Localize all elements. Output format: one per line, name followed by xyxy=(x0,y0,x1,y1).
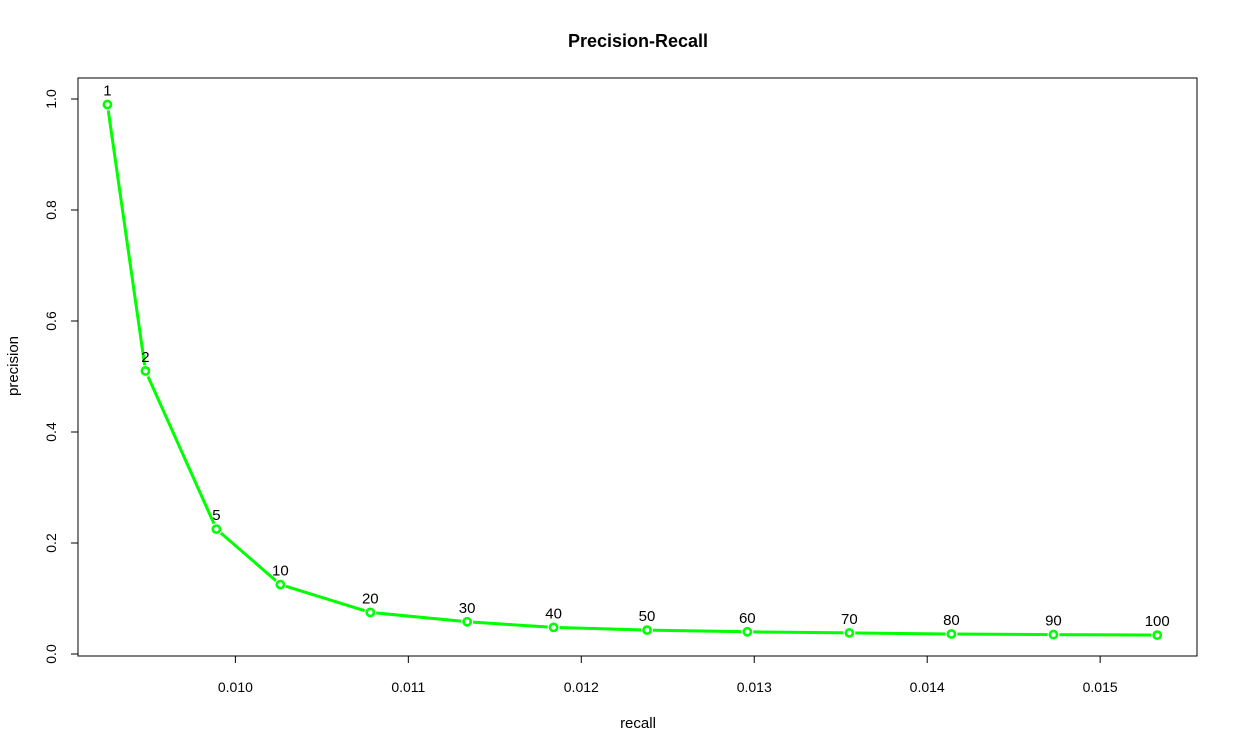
data-point-label: 5 xyxy=(212,507,220,524)
data-point xyxy=(642,625,652,636)
y-tick-label: 1.0 xyxy=(43,89,59,109)
data-point-label: 70 xyxy=(841,611,858,628)
chart-title: Precision-Recall xyxy=(568,31,708,51)
series-line xyxy=(105,104,1158,637)
data-point-label: 80 xyxy=(943,612,960,629)
x-tick-label: 0.015 xyxy=(1083,679,1118,695)
data-point-label: 100 xyxy=(1145,613,1170,630)
series-precision: 1 2 5 10 20 30 40 50 60 70 80 90 100 xyxy=(101,83,1170,642)
x-tick-label: 0.010 xyxy=(218,679,253,695)
data-point-label: 50 xyxy=(639,608,656,625)
data-point-label: 20 xyxy=(362,590,379,607)
data-point-label: 90 xyxy=(1045,613,1062,630)
x-tick-label: 0.013 xyxy=(737,679,772,695)
data-point xyxy=(275,579,286,590)
data-point xyxy=(462,616,473,627)
data-point-label: 40 xyxy=(545,605,562,622)
y-tick-label: 0.0 xyxy=(43,644,59,664)
y-tick-label: 0.6 xyxy=(43,311,59,331)
y-tick-label: 0.4 xyxy=(43,422,59,442)
data-point-label: 30 xyxy=(459,600,476,617)
data-point xyxy=(548,622,559,633)
data-point xyxy=(1048,629,1059,640)
data-point xyxy=(946,629,957,639)
data-point xyxy=(211,524,222,535)
x-tick-label: 0.014 xyxy=(910,679,945,695)
data-point-label: 2 xyxy=(141,349,149,366)
y-axis: 0.0 0.2 0.4 0.6 0.8 1.0 xyxy=(43,89,79,664)
x-axis: 0.010 0.011 0.012 0.013 0.014 0.015 xyxy=(218,655,1118,695)
data-point-label: 1 xyxy=(103,83,111,100)
y-tick-label: 0.2 xyxy=(43,533,59,553)
data-point xyxy=(742,626,753,637)
data-point xyxy=(844,628,855,638)
x-tick-label: 0.012 xyxy=(564,679,599,695)
data-point-label: 10 xyxy=(272,563,289,580)
plot-box xyxy=(77,77,1198,657)
y-tick-label: 0.8 xyxy=(43,200,59,220)
data-point xyxy=(102,99,113,110)
data-point xyxy=(365,607,376,618)
x-axis-label: recall xyxy=(620,715,656,732)
data-point-label: 60 xyxy=(739,610,756,627)
data-point xyxy=(140,366,151,376)
data-point xyxy=(1152,630,1163,641)
x-tick-label: 0.011 xyxy=(391,679,425,695)
y-axis-label: precision xyxy=(5,336,22,396)
